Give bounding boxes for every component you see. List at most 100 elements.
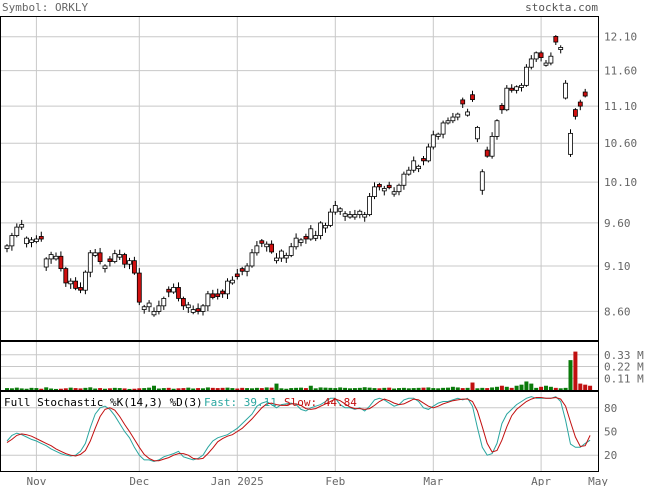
volume-bar xyxy=(279,388,284,390)
price-tick-label: 10.60 xyxy=(604,137,637,150)
candle-body xyxy=(43,258,49,268)
volume-bar xyxy=(294,387,299,390)
candle-body xyxy=(440,122,446,135)
candle-body xyxy=(269,243,275,253)
volume-bar xyxy=(9,388,14,390)
price-tick-label: 10.10 xyxy=(604,176,637,189)
stochastic-tick-label: 80 xyxy=(604,402,617,415)
candle-body xyxy=(396,184,402,193)
volume-bar xyxy=(323,387,328,390)
volume-bar xyxy=(210,387,215,390)
candle-body xyxy=(171,287,177,293)
candle-body xyxy=(97,252,103,262)
volume-bar xyxy=(49,388,54,390)
volume-bar xyxy=(475,388,480,390)
candle-body xyxy=(465,111,471,116)
candle-body xyxy=(156,305,162,312)
candle-body xyxy=(136,272,142,303)
volume-axis: 0.11 M0.22 M0.33 M xyxy=(604,349,644,385)
candle-body xyxy=(376,184,382,188)
volume-bar xyxy=(215,388,220,390)
candle-body xyxy=(73,280,78,289)
candle-body xyxy=(205,293,211,307)
volume-bar xyxy=(431,388,436,390)
volume-bar xyxy=(436,388,441,390)
candle-body xyxy=(53,255,59,260)
candle-body xyxy=(87,252,93,273)
candle-body xyxy=(200,305,206,312)
volume-bar xyxy=(112,387,117,390)
candle-body xyxy=(9,235,15,247)
stochastic-slow-line xyxy=(6,396,591,462)
volume-bar xyxy=(191,388,196,390)
volume-bar xyxy=(269,387,274,390)
price-grid xyxy=(1,36,598,312)
volume-bar xyxy=(514,385,519,390)
candle-body xyxy=(582,91,588,97)
price-panel-frame xyxy=(0,16,599,341)
volume-bar xyxy=(63,388,68,390)
volume-bar xyxy=(122,388,127,390)
volume-bar xyxy=(127,388,132,390)
candle-body xyxy=(293,237,299,248)
volume-grid xyxy=(1,354,598,379)
month-label: May xyxy=(588,475,608,486)
candle-body xyxy=(460,99,466,105)
candle-body xyxy=(401,173,407,186)
volume-bar xyxy=(93,388,98,390)
candle-body xyxy=(416,165,422,170)
candle-body xyxy=(352,214,358,218)
volume-bar xyxy=(19,388,24,390)
candle-body xyxy=(568,132,573,155)
candle-body xyxy=(239,268,245,272)
candle-body xyxy=(166,288,172,293)
candle-body xyxy=(161,298,167,307)
candle-body xyxy=(342,213,348,217)
candle-body xyxy=(484,149,490,157)
volume-bar xyxy=(205,387,210,390)
volume-bar xyxy=(259,388,264,390)
volume-bar xyxy=(495,386,499,390)
candle-body xyxy=(337,208,343,212)
volume-bar xyxy=(44,387,49,390)
candle-body xyxy=(278,250,284,259)
candle-body xyxy=(151,311,157,316)
candle-body xyxy=(362,214,368,218)
volume-bar xyxy=(142,388,147,390)
volume-bar xyxy=(426,387,431,390)
volume-tick-label: 0.11 M xyxy=(604,372,644,385)
volume-bar xyxy=(490,387,495,390)
volume-bar xyxy=(583,384,588,390)
volume-bar xyxy=(171,388,176,390)
candle-body xyxy=(220,290,226,295)
candle-body xyxy=(63,268,69,284)
candle-body xyxy=(548,55,554,64)
volume-bar xyxy=(58,388,63,390)
candle-body xyxy=(117,254,123,258)
candlesticks xyxy=(4,35,588,317)
volume-bar xyxy=(137,388,142,390)
volume-bar xyxy=(107,388,112,390)
candle-body xyxy=(274,257,279,262)
candle-body xyxy=(381,188,387,192)
candle-body xyxy=(445,120,451,124)
candle-body xyxy=(176,287,181,299)
candle-body xyxy=(332,205,338,213)
volume-bar xyxy=(401,387,406,390)
price-tick-label: 9.10 xyxy=(604,260,631,273)
volume-bar xyxy=(39,388,44,390)
volume-bar xyxy=(352,388,357,390)
volume-bar xyxy=(534,387,539,390)
candle-body xyxy=(215,293,221,297)
volume-bar xyxy=(161,388,166,390)
volume-bar xyxy=(548,386,553,390)
candle-body xyxy=(190,309,196,313)
stochastic-title: Full Stochastic %K(14,3) %D(3) xyxy=(4,396,203,409)
candle-body xyxy=(210,293,216,298)
volume-bar xyxy=(289,388,294,390)
volume-bar xyxy=(377,388,382,390)
month-label: Feb xyxy=(325,475,345,486)
candle-body xyxy=(14,226,20,236)
stochastic-fast-label: Fast: 39.11 xyxy=(204,396,277,409)
